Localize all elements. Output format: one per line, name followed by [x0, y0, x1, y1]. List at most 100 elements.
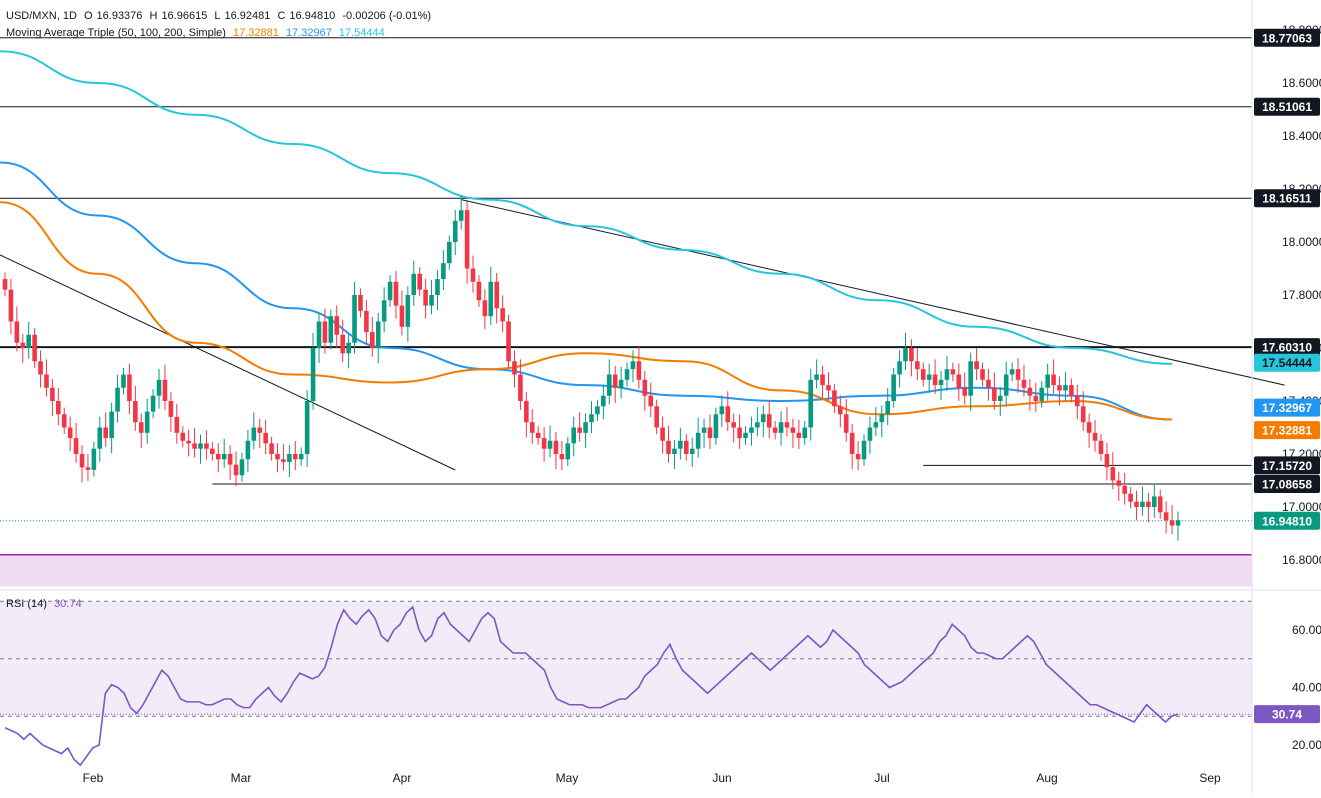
candle-body — [399, 305, 405, 327]
candle-body — [832, 390, 837, 407]
candle-body — [766, 414, 772, 428]
candle-body — [784, 422, 790, 428]
rsi-tick-label: 60.00 — [1292, 623, 1321, 637]
candle-body — [524, 401, 529, 423]
candle-body — [115, 387, 120, 412]
candle-body — [713, 414, 719, 439]
candle-body — [488, 281, 494, 317]
level-price-label-text: 18.51061 — [1262, 100, 1312, 114]
rsi-header: RSI (14) 30.74 — [6, 598, 86, 610]
candle-body — [571, 427, 577, 444]
candle-body — [986, 379, 991, 388]
candle-body — [737, 427, 742, 439]
level-price-label-text: 17.60310 — [1262, 341, 1312, 355]
candle-body — [447, 242, 452, 264]
candle-body — [529, 422, 535, 433]
candle-body — [926, 374, 932, 380]
candle-body — [950, 369, 956, 375]
candle-body — [476, 281, 482, 301]
rsi-price-label-box — [1254, 705, 1320, 724]
candle-body — [772, 427, 778, 433]
candle-body — [891, 374, 896, 401]
x-tick-label: Feb — [83, 771, 104, 785]
candle-body — [423, 289, 428, 306]
level-price-label-text: 18.77063 — [1262, 31, 1312, 45]
candle-body — [903, 348, 908, 362]
rsi-value: 30.74 — [54, 598, 82, 610]
trendline-descending-1 — [0, 254, 456, 471]
candle-body — [1092, 432, 1098, 441]
candle-body — [500, 308, 505, 322]
candle-body — [1110, 467, 1116, 481]
candle-body — [956, 374, 962, 388]
ma200-price-label-text: 17.54444 — [1262, 356, 1312, 370]
candle-body — [346, 342, 351, 354]
candle-body — [553, 440, 559, 454]
ma200-line — [0, 50, 1173, 365]
candle-body — [298, 454, 304, 460]
level-price-label-box — [1254, 475, 1320, 494]
candle-body — [233, 464, 239, 476]
ma100-price-label-text: 17.32967 — [1262, 401, 1312, 415]
candle-body — [227, 454, 233, 465]
candle-body — [186, 440, 191, 444]
candle-body — [281, 459, 286, 462]
ma50-price-label-box — [1254, 421, 1320, 440]
candle-body — [405, 295, 411, 327]
price-tick-label: 17.80000 — [1282, 288, 1321, 302]
candle-body — [251, 427, 257, 441]
last-price-label-box — [1254, 511, 1320, 530]
candle-body — [67, 427, 73, 439]
candle-body — [393, 281, 399, 306]
candle-body — [127, 374, 132, 401]
candle-body — [701, 427, 707, 433]
candle-body — [168, 401, 174, 417]
candle-body — [263, 432, 268, 444]
level-price-label-box — [1254, 338, 1320, 357]
candle-body — [725, 406, 731, 423]
candle-body — [980, 369, 985, 380]
price-tick-label: 17.00000 — [1282, 500, 1321, 514]
candle-body — [210, 448, 215, 454]
candle-body — [103, 427, 109, 439]
candle-body — [322, 321, 328, 343]
candle-body — [61, 414, 67, 428]
candle-body — [944, 369, 950, 380]
candle-body — [1134, 501, 1139, 507]
candle-body — [826, 385, 831, 391]
candle-body — [672, 448, 677, 454]
x-tick-label: Jun — [712, 771, 731, 785]
candle-body — [1169, 520, 1175, 526]
candle-body — [1051, 374, 1056, 386]
low-value: 16.92481 — [224, 10, 271, 22]
ma50-value: 17.32881 — [232, 27, 279, 39]
level-price-label-text: 18.16511 — [1262, 192, 1312, 206]
candle-body — [133, 401, 138, 423]
candle-body — [38, 361, 43, 375]
candle-body — [820, 374, 825, 386]
candle-body — [636, 361, 642, 380]
x-tick-label: Sep — [1199, 771, 1221, 785]
candle-body — [873, 422, 879, 428]
candle-body — [417, 273, 422, 290]
candle-body — [601, 395, 606, 407]
candle-body — [1009, 369, 1015, 375]
candle-body — [559, 454, 565, 460]
ma100-value: 17.32967 — [285, 27, 332, 39]
candle-body — [79, 454, 85, 468]
candle-body — [1163, 512, 1169, 521]
candle-body — [50, 387, 55, 401]
candle-body — [352, 295, 357, 343]
candle-body — [2, 279, 8, 290]
candle-body — [91, 448, 97, 470]
ohlc-header: USD/MXN, 1D O 16.93376 H 16.96615 L 16.9248… — [6, 10, 435, 22]
candle-body — [1128, 493, 1133, 502]
candle-body — [719, 406, 725, 415]
candle-body — [138, 422, 144, 433]
level-price-label-box — [1254, 189, 1320, 208]
candle-body — [1057, 385, 1062, 391]
candle-body — [1045, 374, 1050, 388]
candle-body — [678, 440, 683, 449]
